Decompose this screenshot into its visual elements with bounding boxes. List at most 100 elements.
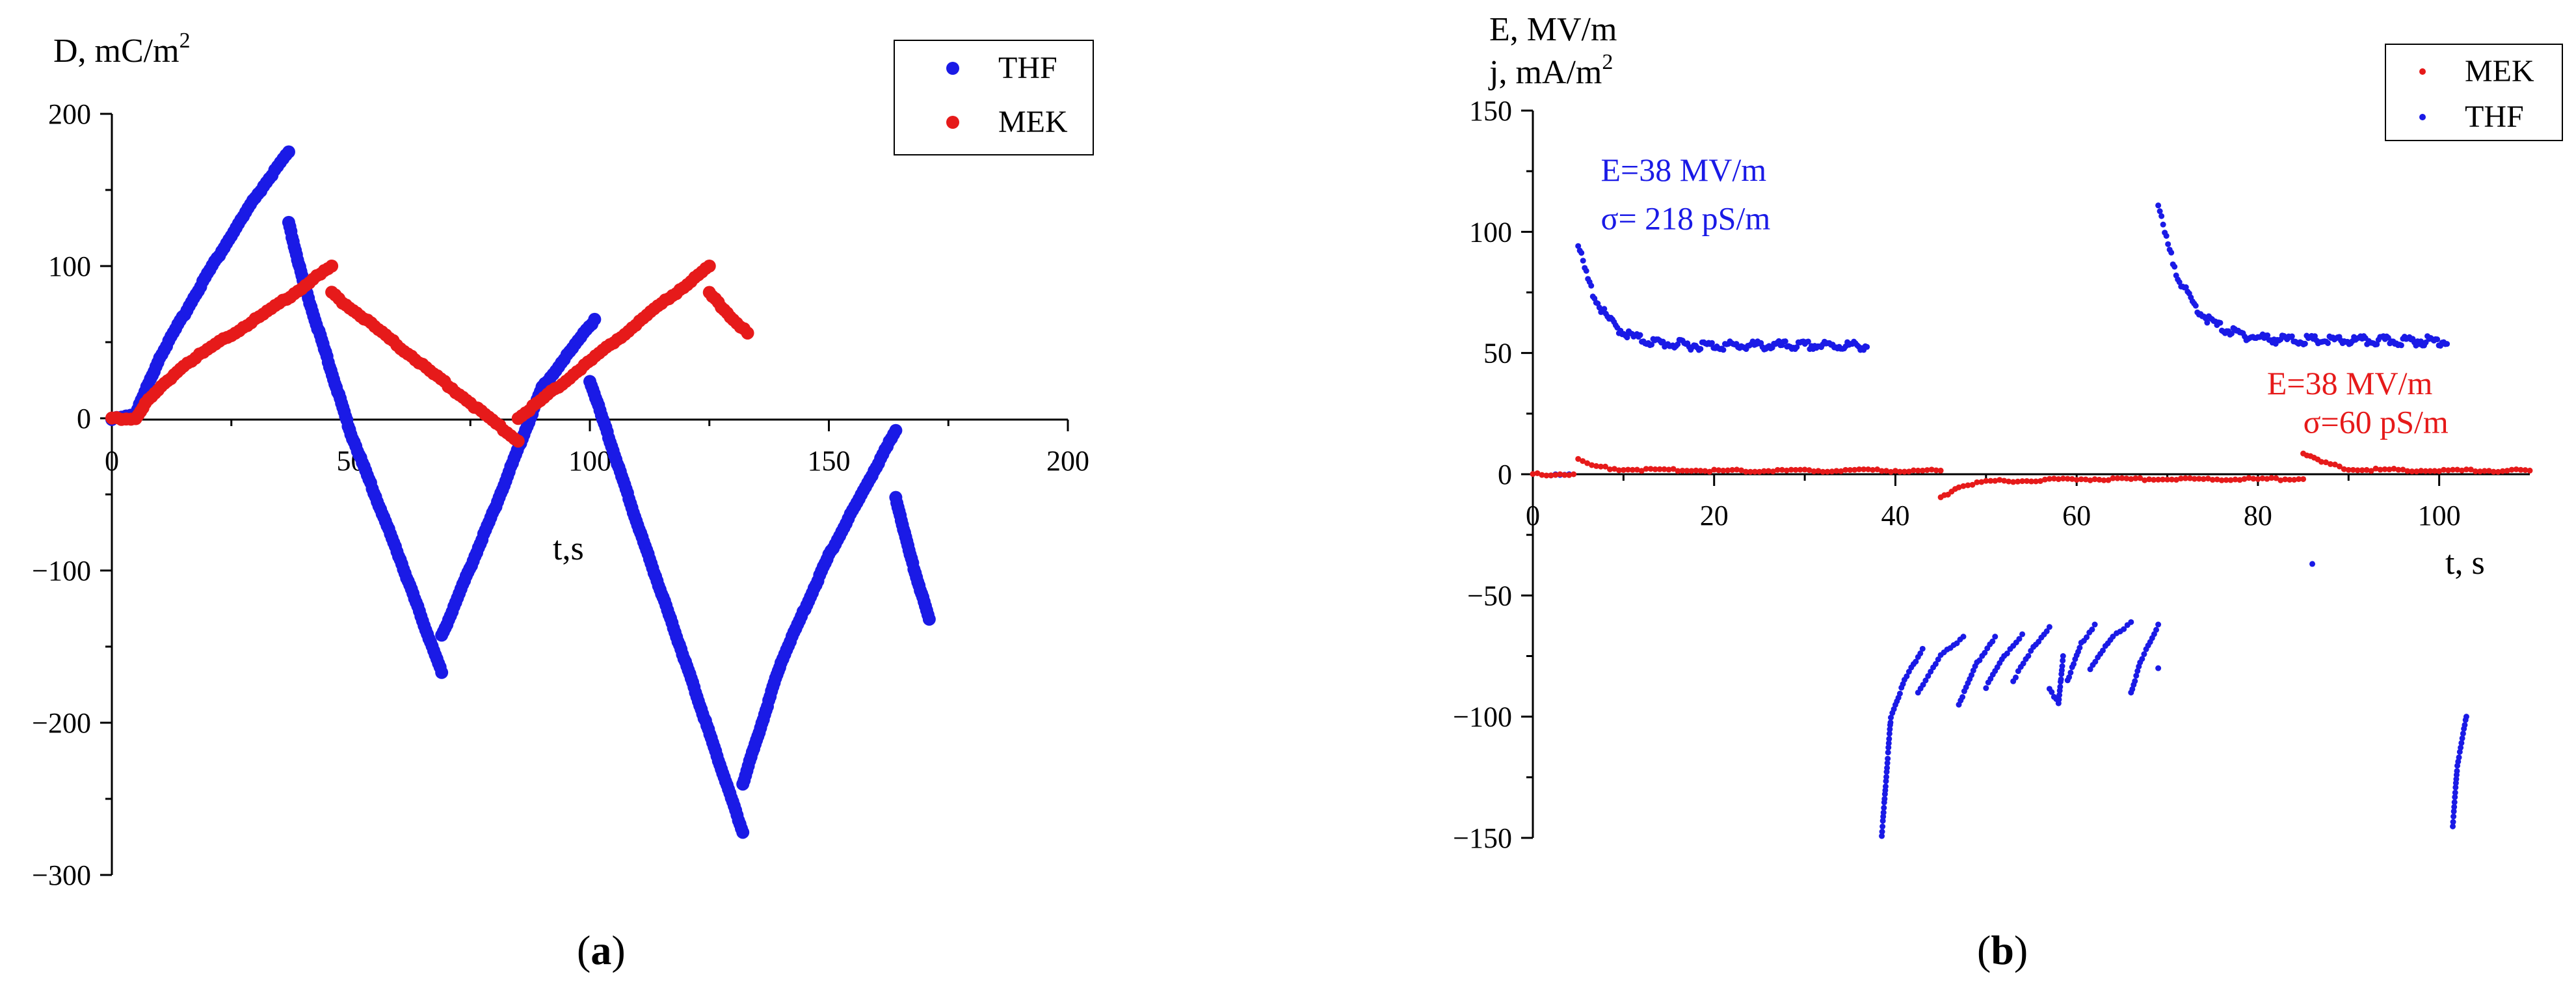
b-point-mek [2331,461,2338,468]
b-point-thf [2456,754,2462,760]
b-point-thf [1928,668,1934,675]
a-x-tick-label: 100 [568,445,611,477]
b-point-mek [1915,467,1921,474]
b-point-mek [1806,467,1812,474]
b-point-mek [2060,476,2066,482]
b-point-thf [1601,306,1608,312]
b-point-mek [1842,466,1849,473]
b-point-mek [2527,467,2533,474]
b-point-thf [1976,657,1983,664]
b-point-thf [2066,674,2073,680]
b-point-thf [2458,740,2465,746]
b-point-thf [2192,302,2199,309]
b-point-thf [1919,645,1926,652]
b-point-mek [1584,460,1591,466]
b-point-mek [2287,476,2293,483]
b-point-mek [1670,466,1677,472]
b-point-thf [2228,330,2235,337]
a-point-thf [282,145,295,159]
b-point-mek [1774,466,1781,473]
b-point-mek [2169,476,2175,483]
b-point-thf [1887,719,1894,726]
b-point-thf [1596,304,1602,311]
b-point-mek [1647,466,1654,472]
b-point-thf [2165,241,2171,247]
b-point-thf [2444,341,2450,347]
b-point-mek [2137,475,2144,481]
b-point-thf [2036,638,2042,645]
b-point-mek [1987,477,1994,484]
b-point-mek [1910,467,1917,474]
b-point-thf [1881,805,1887,811]
b-point-mek [1861,466,1867,472]
b-point-thf [2128,619,2134,625]
a-x-tick-label: 200 [1046,445,1089,477]
b-point-mek [1734,466,1740,473]
b-point-mek [1905,468,1912,475]
b-point-thf [1879,824,1886,830]
b-point-mek [2327,461,2333,467]
b-point-thf [2324,340,2331,346]
b-legend-box [2385,44,2563,141]
b-point-mek [2255,476,2261,482]
b-legend: MEK THF [2385,44,2563,141]
b-point-thf [2264,332,2271,339]
b-point-thf [1879,829,1885,835]
b-point-mek [1974,479,1980,485]
b-point-thf [1954,640,1960,647]
b-x-tick-label: 40 [1881,500,1909,531]
b-point-mek [2445,467,2452,474]
b-point-mek [1801,466,1808,473]
b-point-thf [2309,561,2316,567]
b-point-thf [1959,694,1966,701]
b-point-mek [2296,476,2302,482]
b-point-thf [1782,338,1788,345]
b-point-mek [1865,466,1872,472]
b-point-mek [1887,468,1894,475]
b-point-mek [2087,477,2093,483]
b-point-thf [2302,340,2308,347]
b-point-mek [2454,466,2461,473]
b-point-thf [1989,638,1996,645]
b-point-mek [1575,455,1582,462]
b-point-thf [2133,673,2140,679]
b-point-thf [2092,658,2099,665]
b-point-mek [2441,466,2447,473]
b-point-thf [1884,760,1891,766]
b-point-mek [2463,466,2469,473]
b-point-mek [1661,466,1667,472]
b-point-mek [1960,483,1967,489]
a-x-tick-label: 150 [808,445,851,477]
b-point-mek [2246,475,2252,481]
b-point-thf [1885,749,1891,756]
b-point-mek [1566,472,1573,478]
b-point-mek [1978,479,1985,485]
b-point-thf [1880,809,1887,816]
b-point-mek [1539,472,1545,478]
b-point-thf [2091,621,2098,628]
b-point-mek [1557,471,1563,477]
b-point-thf [2451,799,2458,805]
b-point-thf [2139,656,2145,662]
b-point-thf [2434,336,2441,343]
b-point-mek [1702,468,1708,474]
b-legend-label-mek: MEK [2465,54,2534,88]
b-point-thf [2374,341,2380,347]
b-point-mek [2123,475,2130,481]
b-point-mek [1870,466,1876,473]
b-point-mek [2513,466,2519,472]
b-point-mek [2423,468,2429,474]
b-point-thf [1886,736,1892,742]
b-point-mek [2432,468,2438,474]
b-point-thf [2155,202,2162,209]
b-point-mek [2436,468,2443,474]
a-y-tick-label: 0 [77,403,91,435]
b-point-mek [2101,477,2107,483]
b-point-mek [2223,477,2229,483]
b-point-thf [1697,345,1704,352]
b-y-tick-label: 100 [1469,216,1512,248]
b-point-mek [1720,467,1727,474]
b-point-thf [1637,332,1643,338]
b-point-mek [2051,476,2057,482]
b-point-mek [1548,472,1554,479]
